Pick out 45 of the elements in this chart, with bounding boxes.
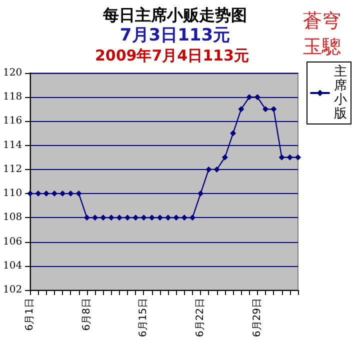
y-tick-label: 114 bbox=[2, 140, 22, 151]
x-tick-label: 6月29日 bbox=[252, 298, 263, 338]
y-tick-label: 118 bbox=[2, 92, 22, 103]
point bbox=[206, 166, 212, 172]
point bbox=[295, 154, 301, 160]
point bbox=[35, 190, 42, 197]
point bbox=[230, 130, 236, 136]
point bbox=[222, 154, 228, 160]
point bbox=[100, 214, 106, 221]
y-tick-label: 104 bbox=[2, 260, 22, 272]
point bbox=[165, 214, 172, 221]
x-tick-label: 6月15日 bbox=[138, 298, 150, 338]
point bbox=[140, 214, 147, 221]
text: 蒼穹玉驄 bbox=[303, 10, 341, 58]
x-tick-label: 6月22日 bbox=[195, 298, 206, 338]
point bbox=[286, 154, 293, 160]
point bbox=[262, 106, 269, 112]
point bbox=[238, 106, 244, 112]
x-tick-label: 6月8日 bbox=[81, 298, 92, 331]
point bbox=[278, 154, 285, 160]
point bbox=[84, 214, 90, 221]
chart-subtitle: 7月3日113元 bbox=[120, 26, 230, 46]
y-tick-label: 116 bbox=[2, 116, 22, 127]
y-tick-label: 106 bbox=[2, 236, 22, 248]
point bbox=[132, 214, 139, 221]
point bbox=[68, 190, 74, 197]
chart-title: 每日主席小贩走势图 bbox=[102, 6, 247, 24]
point bbox=[173, 214, 180, 221]
point bbox=[43, 190, 50, 197]
y-tick-label: 110 bbox=[2, 188, 22, 200]
point bbox=[76, 190, 82, 197]
y-tick-label: 108 bbox=[2, 212, 22, 224]
point bbox=[108, 214, 114, 221]
point bbox=[214, 166, 220, 172]
y-tick-label: 120 bbox=[2, 68, 22, 78]
point bbox=[246, 94, 252, 100]
point bbox=[116, 214, 122, 221]
point bbox=[148, 214, 155, 221]
y-tick-label: 112 bbox=[2, 164, 22, 175]
point bbox=[270, 106, 277, 112]
point bbox=[181, 214, 188, 221]
legend-label: 主席小版 bbox=[334, 64, 347, 122]
x-tick-label: 6月1日 bbox=[24, 298, 36, 331]
y-tick-label: 102 bbox=[2, 284, 22, 296]
text: 2009年7月4日113元 bbox=[95, 46, 249, 64]
